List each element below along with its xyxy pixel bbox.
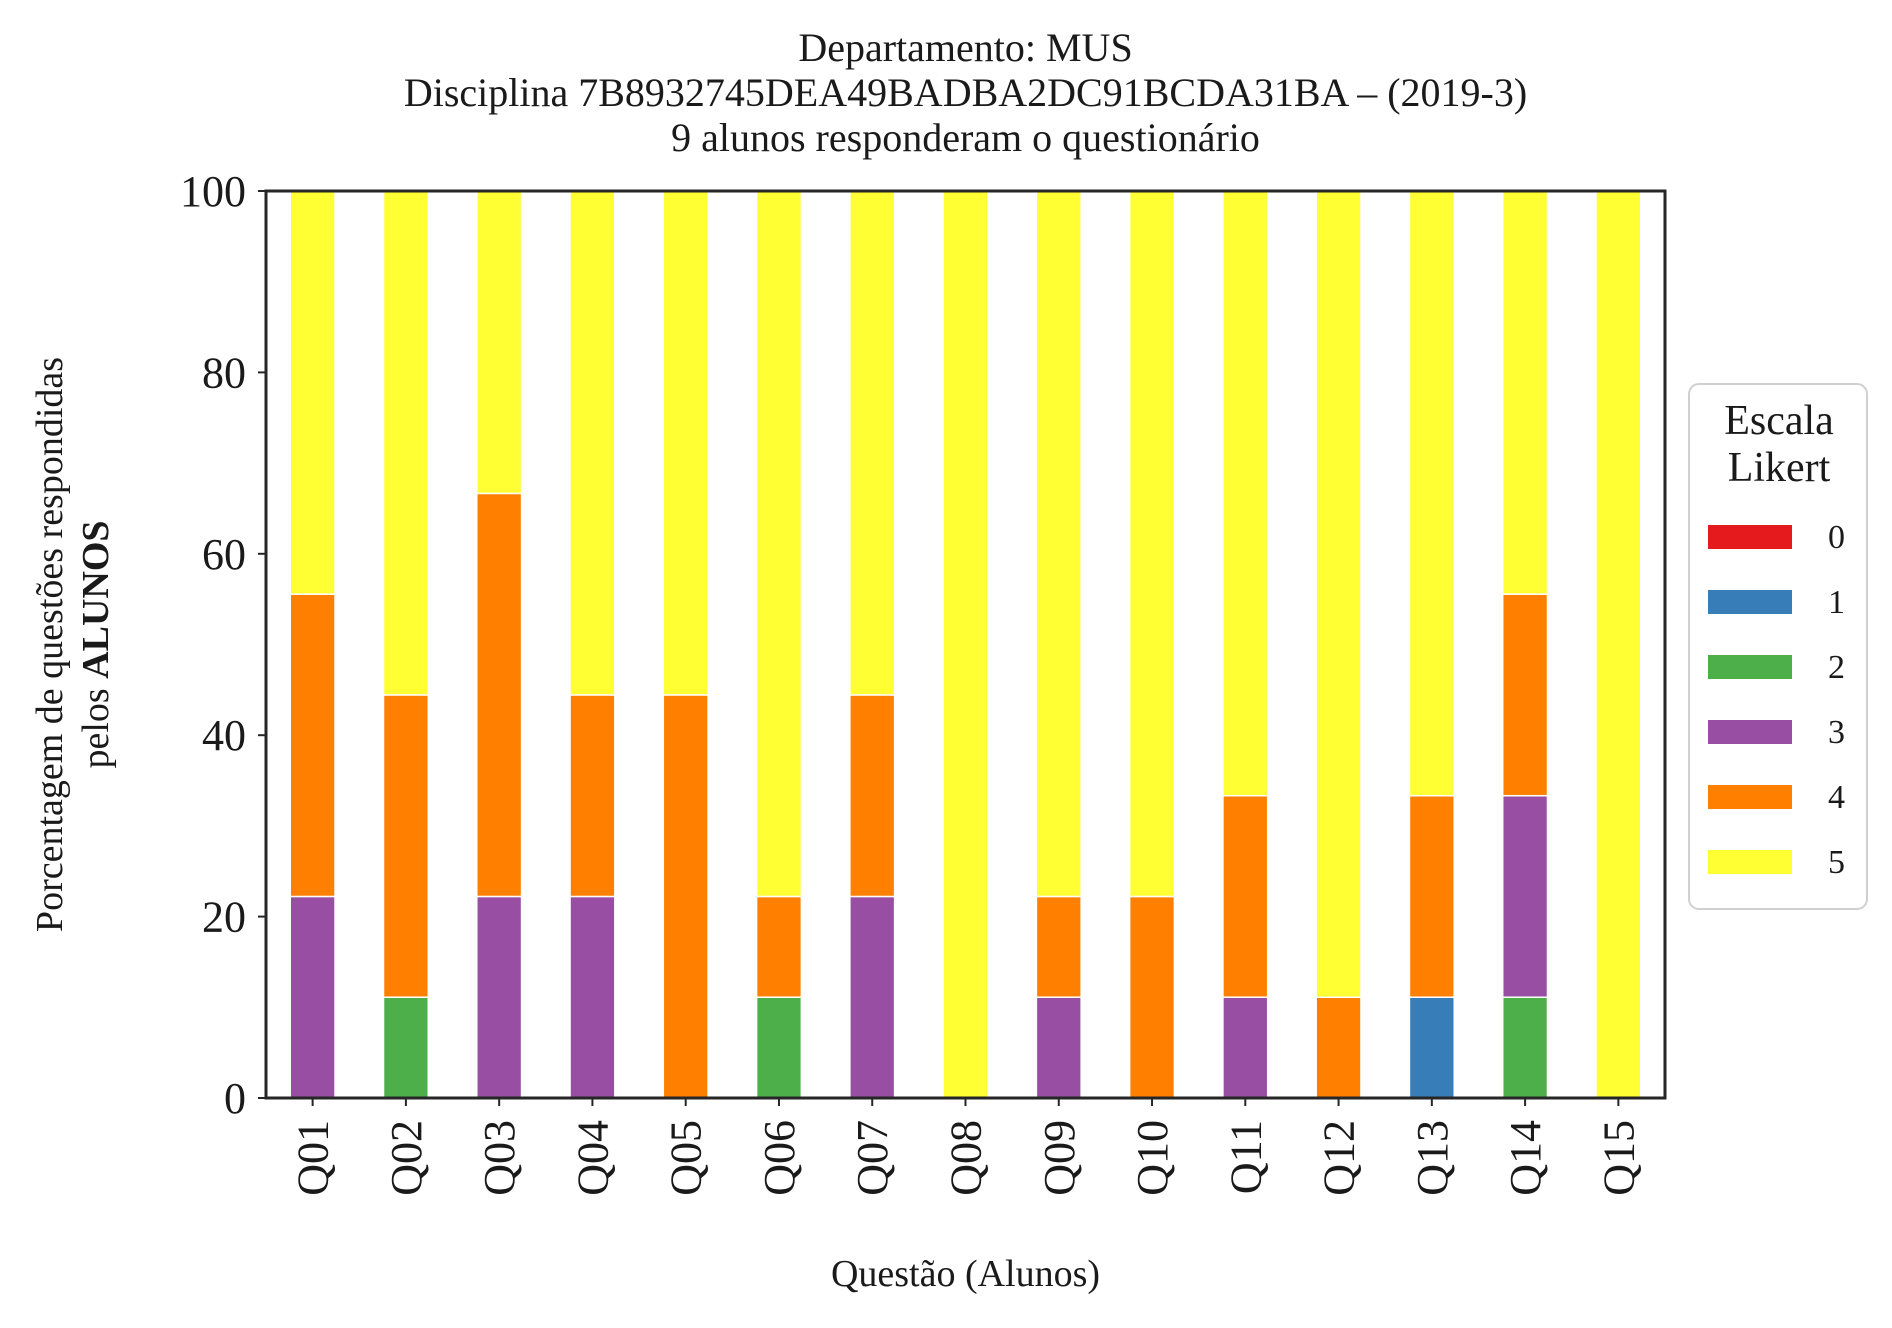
- bar-Q01-likert-4: [289, 593, 336, 898]
- bar-Q07-likert-3: [849, 895, 896, 1099]
- bar-Q09-likert-5: [1035, 190, 1082, 898]
- bar-Q13-likert-1: [1408, 996, 1455, 1099]
- y-axis-label-prefix: pelos: [75, 679, 117, 769]
- y-tick-label: 20: [202, 893, 246, 942]
- legend-swatch-1: [1708, 590, 1792, 614]
- y-tick-label: 80: [202, 348, 246, 397]
- bar-Q01-likert-5: [289, 190, 336, 595]
- legend-swatch-0: [1708, 525, 1792, 549]
- y-tick-label: 60: [202, 530, 246, 579]
- x-axis: Q01 Q02 Q03 Q04 Q05 Q06 Q07 Q08 Q09 Q10 Q11 Q12 Q13 Q…: [289, 1098, 1643, 1196]
- bar-Q04-likert-5: [569, 190, 616, 696]
- bar-Q14-likert-3: [1501, 794, 1549, 998]
- x-tick-label-Q15: Q15: [1594, 1120, 1643, 1196]
- legend-label-5: 5: [1828, 844, 1845, 881]
- y-axis-label-line1: Porcentagem de questões respondidas: [29, 357, 71, 932]
- y-tick-label: 0: [224, 1074, 246, 1123]
- y-tick-label: 100: [180, 167, 246, 216]
- bar-Q08-likert-5: [942, 190, 989, 1099]
- legend-label-0: 0: [1828, 519, 1845, 556]
- legend-title-line-2: Likert: [1728, 445, 1831, 491]
- bar-Q06-likert-5: [755, 190, 803, 898]
- y-axis-label-bold: ALUNOS: [75, 520, 117, 678]
- x-tick-label-Q13: Q13: [1408, 1120, 1457, 1196]
- x-tick-label-Q01: Q01: [289, 1120, 338, 1196]
- x-axis-label: Questão (Alunos): [831, 1253, 1100, 1295]
- x-tick-label-Q02: Q02: [382, 1120, 431, 1196]
- bar-Q03-likert-5: [476, 190, 523, 495]
- x-tick-label-Q12: Q12: [1315, 1120, 1364, 1196]
- bar-Q14-likert-5: [1501, 190, 1549, 595]
- x-tick-label-Q09: Q09: [1035, 1120, 1084, 1196]
- title-line-3: 9 alunos responderam o questionário: [671, 115, 1260, 160]
- bar-Q12-likert-4: [1315, 996, 1362, 1099]
- legend-title-line-1: Escala: [1724, 398, 1834, 444]
- legend-swatch-3: [1708, 720, 1792, 744]
- y-tick-label: 40: [202, 711, 246, 760]
- bar-Q15-likert-5: [1595, 190, 1642, 1099]
- legend-label-2: 2: [1828, 649, 1845, 686]
- bar-Q13-likert-4: [1408, 794, 1455, 998]
- bar-Q11-likert-5: [1222, 190, 1269, 797]
- title-line-2: Disciplina 7B8932745DEA49BADBA2DC91BCDA3…: [404, 70, 1527, 115]
- bar-Q02-likert-4: [382, 694, 430, 998]
- x-tick-label-Q08: Q08: [942, 1120, 991, 1196]
- bar-Q02-likert-5: [382, 190, 430, 696]
- legend-swatch-5: [1708, 850, 1792, 874]
- bar-Q11-likert-4: [1222, 794, 1269, 998]
- bar-Q07-likert-4: [849, 694, 896, 898]
- bar-Q14-likert-2: [1501, 996, 1549, 1099]
- bar-Q09-likert-4: [1035, 895, 1082, 998]
- bars: [289, 190, 1642, 1099]
- legend-swatch-4: [1708, 785, 1792, 809]
- bar-Q01-likert-3: [289, 895, 336, 1099]
- bar-Q03-likert-3: [476, 895, 523, 1099]
- bar-Q10-likert-5: [1128, 190, 1176, 898]
- y-axis-label-line2: pelos ALUNOS: [75, 520, 117, 768]
- x-tick-label-Q05: Q05: [662, 1120, 711, 1196]
- x-tick-label-Q14: Q14: [1501, 1120, 1550, 1196]
- x-tick-label-Q11: Q11: [1221, 1120, 1270, 1194]
- bar-Q05-likert-5: [662, 190, 709, 696]
- x-tick-label-Q06: Q06: [755, 1120, 804, 1196]
- bar-Q13-likert-5: [1408, 190, 1455, 797]
- x-tick-label-Q07: Q07: [848, 1120, 897, 1196]
- legend-label-3: 3: [1828, 714, 1845, 751]
- bar-Q02-likert-2: [382, 996, 430, 1099]
- bar-Q07-likert-5: [849, 190, 896, 696]
- x-tick-label-Q03: Q03: [475, 1120, 524, 1196]
- bar-Q04-likert-4: [569, 694, 616, 898]
- legend-label-4: 4: [1828, 779, 1845, 816]
- bar-Q06-likert-4: [755, 895, 803, 998]
- bar-Q06-likert-2: [755, 996, 803, 1099]
- bar-Q12-likert-5: [1315, 190, 1362, 998]
- title-line-1: Departamento: MUS: [798, 25, 1132, 70]
- y-axis-label: Porcentagem de questões respondidas pelos…: [29, 357, 117, 932]
- y-axis: 0 20 40 60 80 100: [180, 167, 266, 1123]
- legend-swatch-2: [1708, 655, 1792, 679]
- bar-Q10-likert-4: [1128, 895, 1176, 1099]
- x-tick-label-Q10: Q10: [1128, 1120, 1177, 1196]
- legend-label-1: 1: [1828, 584, 1845, 621]
- bar-Q05-likert-4: [662, 694, 709, 1099]
- bar-Q04-likert-3: [569, 895, 616, 1099]
- x-tick-label-Q04: Q04: [568, 1120, 617, 1196]
- bar-Q14-likert-4: [1501, 593, 1549, 797]
- legend-box: [1688, 383, 1868, 910]
- bar-Q11-likert-3: [1222, 996, 1269, 1099]
- bar-Q03-likert-4: [476, 492, 523, 898]
- bar-Q09-likert-3: [1035, 996, 1082, 1099]
